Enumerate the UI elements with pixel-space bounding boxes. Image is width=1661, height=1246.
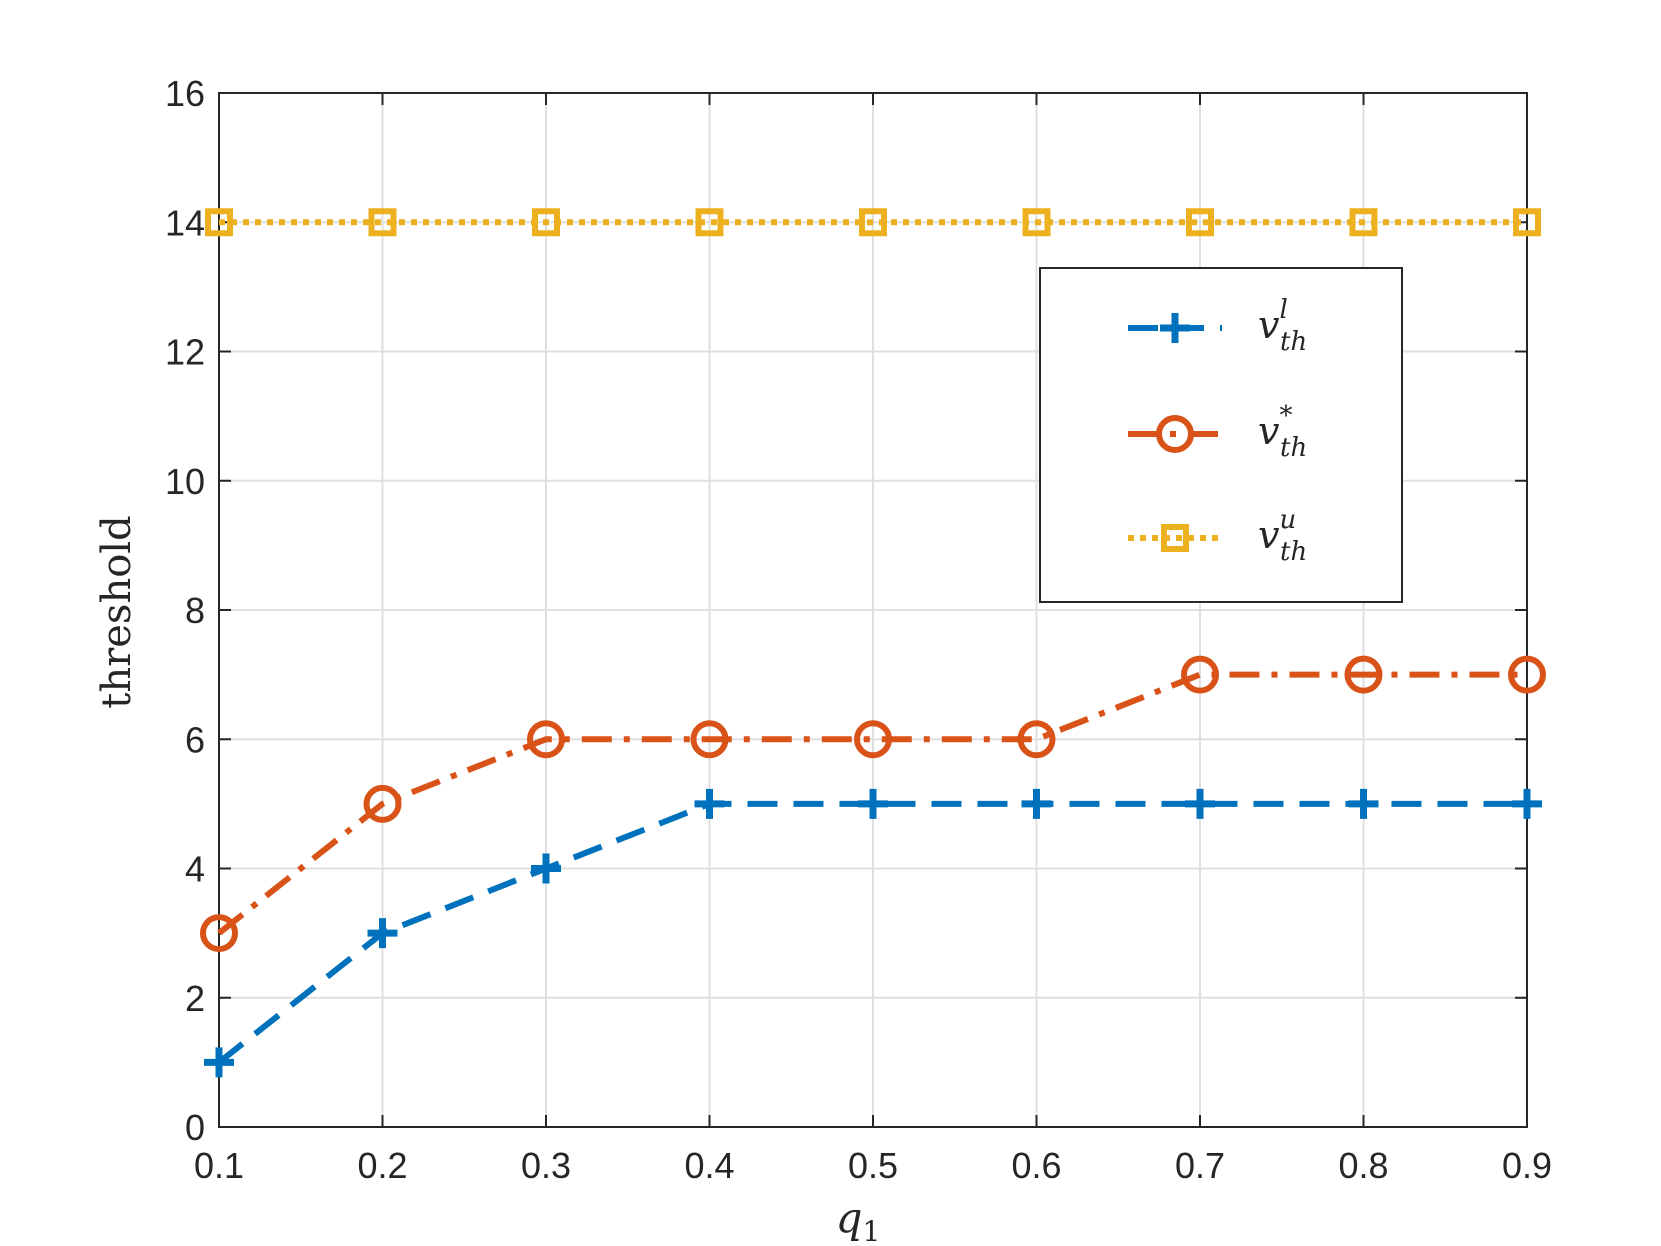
circle-marker (854, 720, 892, 759)
y-tick-label: 14 (165, 202, 205, 243)
square-marker (695, 208, 724, 237)
plus-marker (858, 788, 888, 819)
legend-label-subscript: th (1280, 433, 1307, 463)
axis-ticks: 0.1 0.2 0.3 0.4 0.5 0.6 0.7 0.8 0.9 0 2 4 6 8 10 12 14 16 (165, 73, 1552, 1186)
x-axis-title: q1 (836, 1193, 881, 1246)
legend-label-superscript: l (1279, 295, 1287, 325)
plus-marker (1160, 313, 1190, 343)
x-tick-label: 0.1 (194, 1145, 244, 1186)
plus-marker (1348, 788, 1379, 819)
legend-label-main: v (1258, 409, 1280, 453)
circle-marker (363, 784, 402, 823)
plus-marker (1512, 788, 1542, 819)
y-tick-label: 0 (185, 1107, 205, 1148)
y-tick-label: 4 (185, 849, 205, 890)
x-tick-label: 0.4 (684, 1145, 734, 1186)
circle-marker (1156, 415, 1194, 453)
x-axis-title-main: q (836, 1193, 863, 1242)
legend-label: vu th (1258, 505, 1307, 567)
x-tick-label: 0.3 (521, 1145, 571, 1186)
series-1 (200, 655, 1546, 953)
series-2 (205, 208, 1541, 237)
plus-marker (531, 853, 561, 884)
legend-label-main: v (1258, 303, 1280, 347)
y-axis-title: threshold (94, 515, 140, 708)
y-tick-label: 6 (185, 719, 205, 760)
y-tick-label: 8 (185, 590, 205, 631)
circle-marker (1344, 655, 1383, 694)
square-marker (205, 208, 233, 237)
legend-label: v* th (1258, 401, 1307, 463)
legend-label: vl th (1258, 295, 1307, 357)
y-tick-label: 16 (165, 73, 205, 114)
square-marker (1022, 208, 1051, 237)
legend-label-superscript: u (1279, 505, 1296, 535)
circle-marker (690, 720, 729, 759)
circle-marker (1017, 720, 1056, 759)
square-marker (1513, 208, 1541, 237)
plus-marker (204, 1047, 234, 1078)
square-marker (1186, 208, 1214, 237)
series-layer (200, 208, 1546, 1078)
x-tick-label: 0.9 (1502, 1145, 1552, 1186)
x-tick-label: 0.2 (357, 1145, 407, 1186)
legend-box (1039, 267, 1403, 603)
legend-label-subscript: th (1280, 537, 1307, 567)
series-0 (204, 788, 1542, 1078)
circle-marker (200, 914, 238, 953)
legend-label-subscript: th (1280, 327, 1307, 357)
square-marker (1349, 208, 1378, 237)
legend-label-main: v (1258, 513, 1280, 557)
plus-marker (1021, 788, 1052, 819)
plus-marker (367, 918, 398, 949)
legend-label-superscript: * (1279, 401, 1292, 431)
circle-marker (1508, 655, 1546, 694)
x-tick-label: 0.5 (848, 1145, 898, 1186)
square-marker (532, 208, 560, 237)
x-tick-label: 0.8 (1338, 1145, 1388, 1186)
x-axis-title-subscript: 1 (863, 1215, 881, 1246)
y-tick-label: 2 (185, 978, 205, 1019)
square-marker (1161, 524, 1189, 552)
legend-item: vu th (1128, 505, 1307, 567)
circle-marker (1181, 655, 1219, 694)
series-line (217, 800, 1527, 1065)
plus-marker (1185, 788, 1215, 819)
y-tick-label: 12 (165, 332, 205, 373)
series-line (217, 671, 1527, 936)
x-tick-label: 0.7 (1175, 1145, 1225, 1186)
plus-marker (694, 788, 725, 819)
square-marker (859, 208, 887, 237)
circle-marker (527, 720, 565, 759)
legend-item: vl th (1128, 295, 1307, 357)
square-marker (368, 208, 397, 237)
x-tick-label: 0.6 (1011, 1145, 1061, 1186)
grid (218, 92, 1528, 1128)
legend-item: v* th (1128, 401, 1307, 463)
y-tick-label: 10 (165, 461, 205, 502)
